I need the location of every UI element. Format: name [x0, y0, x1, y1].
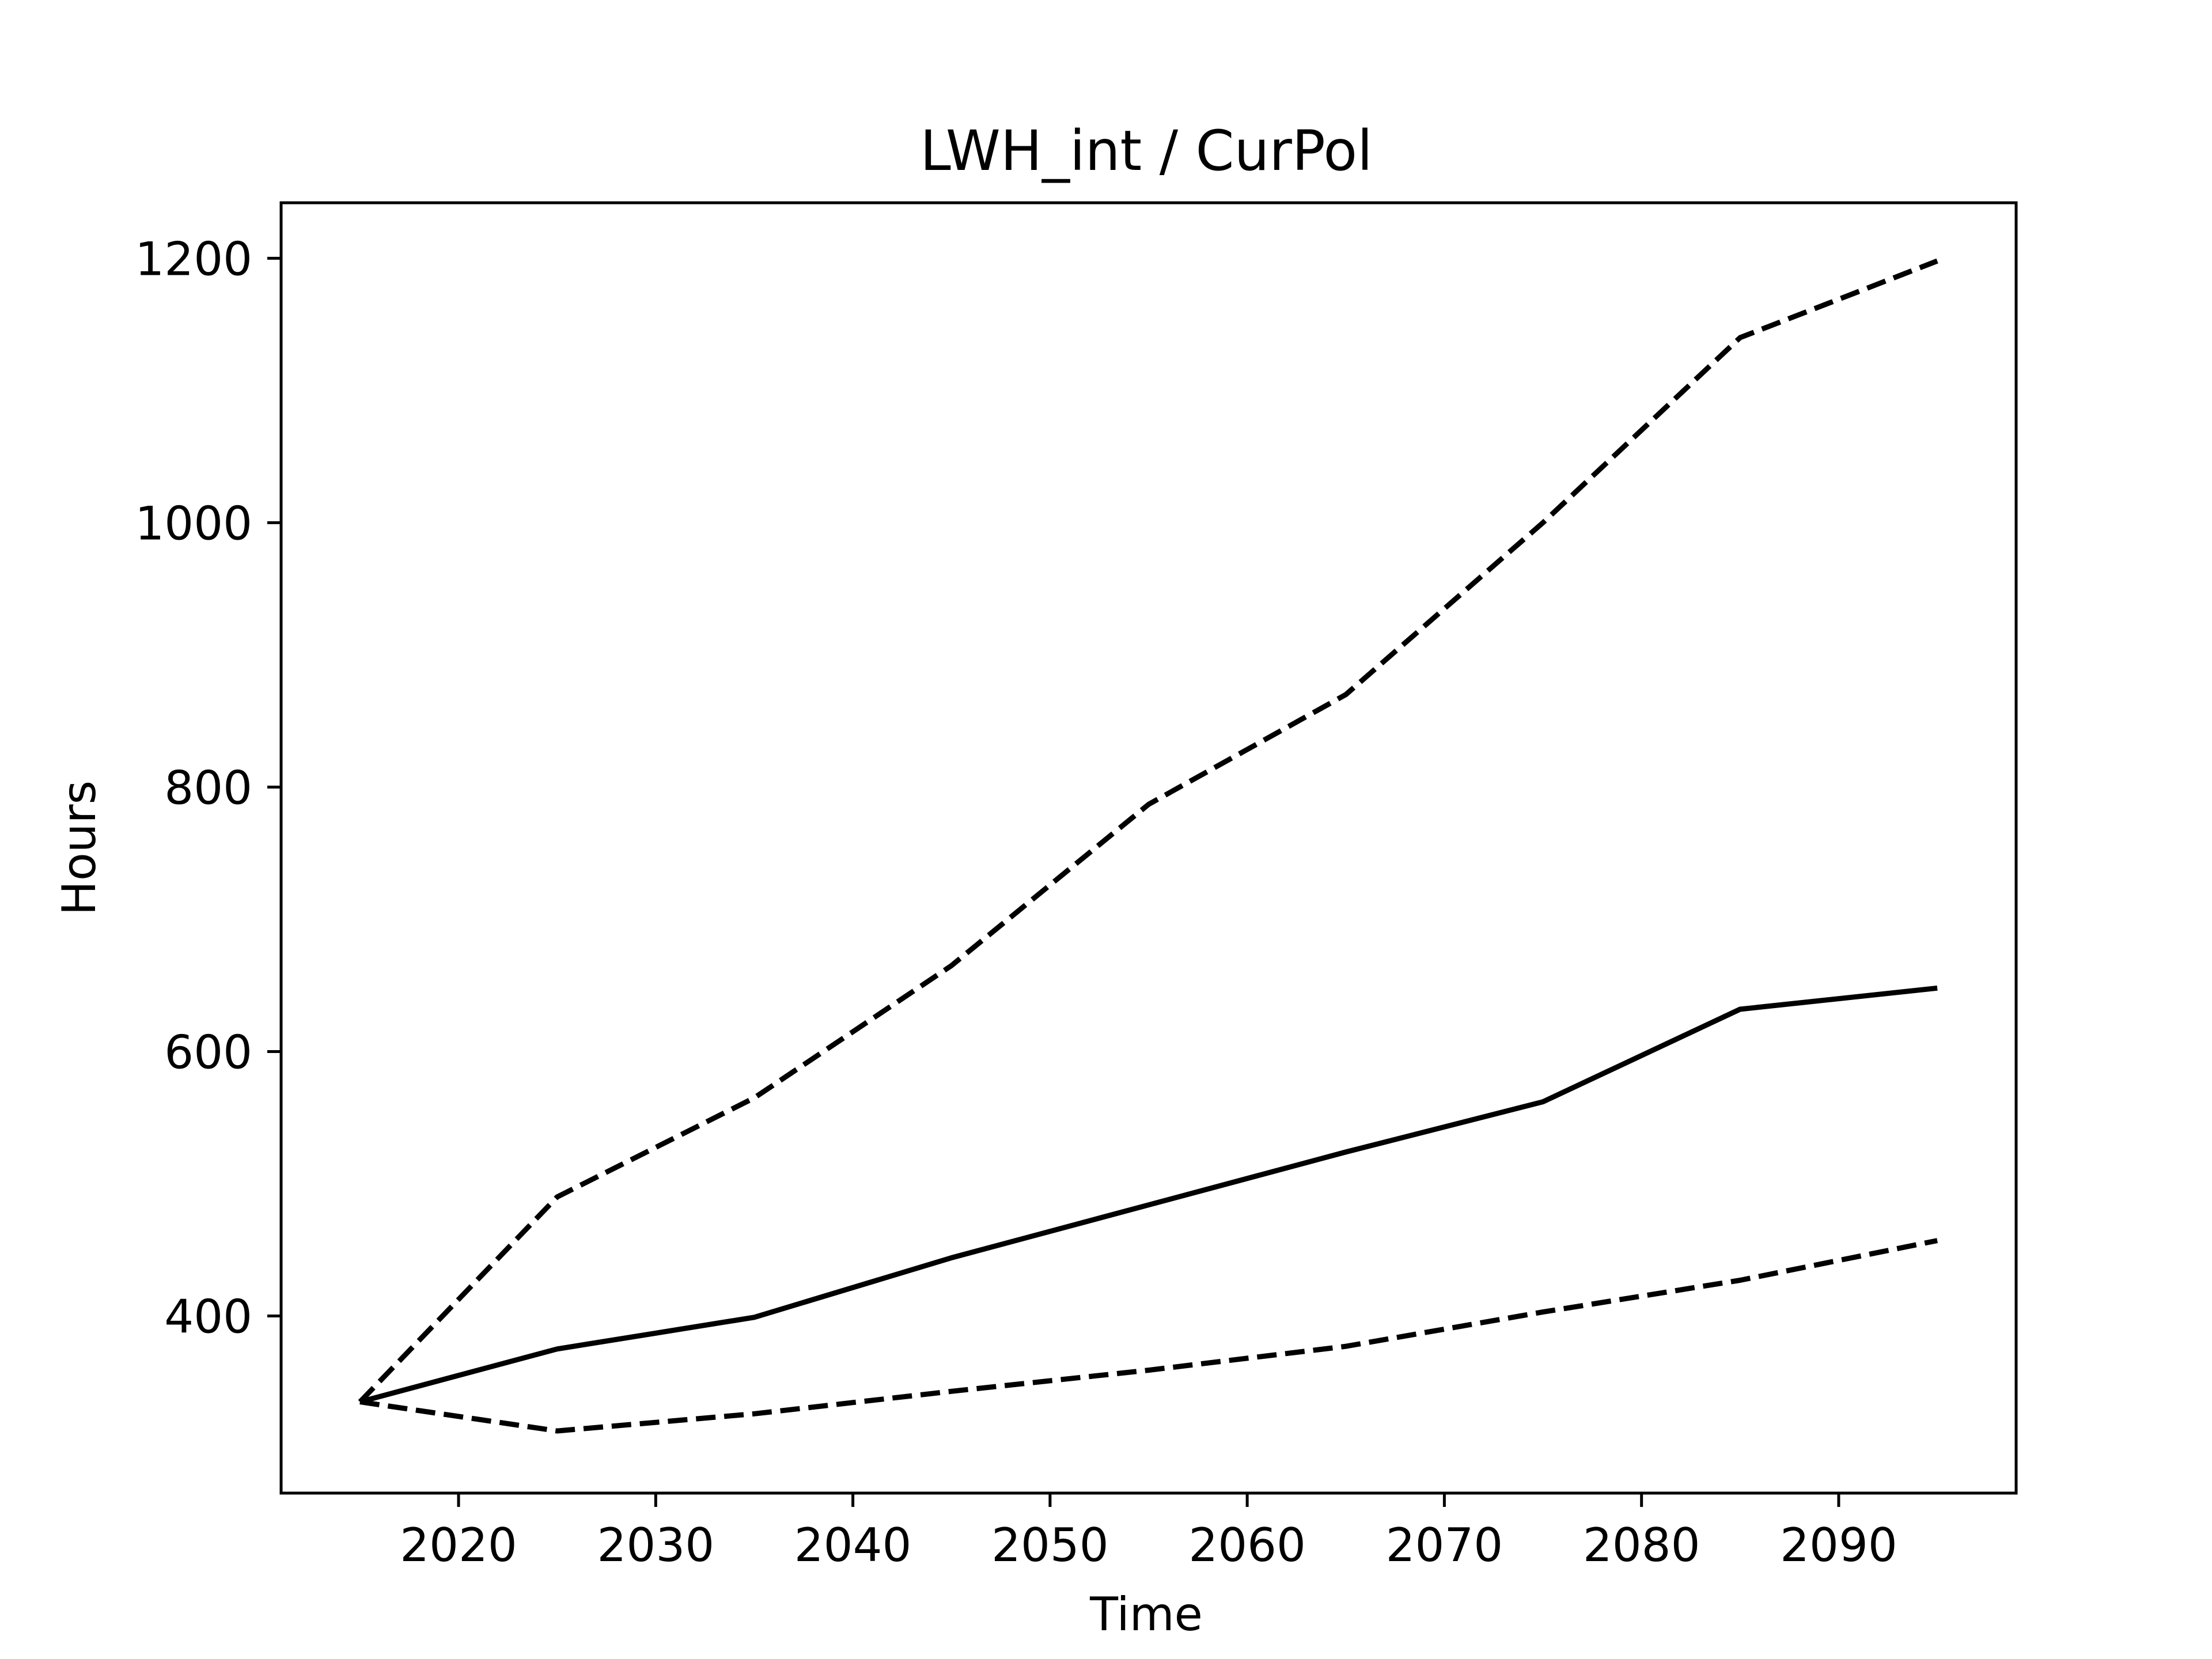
y-tick-label: 400 [164, 1290, 252, 1343]
series-line-upper-dashed [358, 258, 1938, 1404]
x-tick-label: 2090 [1780, 1518, 1897, 1572]
y-tick-label: 1000 [135, 497, 252, 550]
y-axis-label: Hours [52, 781, 106, 915]
x-axis: 2020 2030 2040 2050 2060 2070 2080 2090 [400, 1493, 1897, 1572]
x-tick-label: 2080 [1583, 1518, 1700, 1572]
chart-title: LWH_int / CurPol [920, 119, 1373, 183]
x-tick-label: 2020 [400, 1518, 517, 1572]
x-tick-label: 2050 [991, 1518, 1109, 1572]
x-axis-label: Time [1089, 1588, 1203, 1641]
series-line-solid [359, 985, 1938, 1404]
y-tick-label: 1200 [135, 232, 252, 286]
x-tick-label: 2030 [597, 1518, 715, 1572]
x-tick-label: 2070 [1386, 1518, 1503, 1572]
y-axis: 400 600 800 1000 1200 [135, 232, 281, 1343]
y-tick-label: 600 [164, 1025, 252, 1079]
x-tick-label: 2040 [794, 1518, 912, 1572]
y-tick-label: 800 [164, 761, 252, 815]
series-layer [358, 258, 1938, 1434]
plot-frame [279, 201, 2018, 1495]
x-tick-label: 2060 [1188, 1518, 1306, 1572]
series-line-lower-dashed [359, 1238, 1938, 1434]
